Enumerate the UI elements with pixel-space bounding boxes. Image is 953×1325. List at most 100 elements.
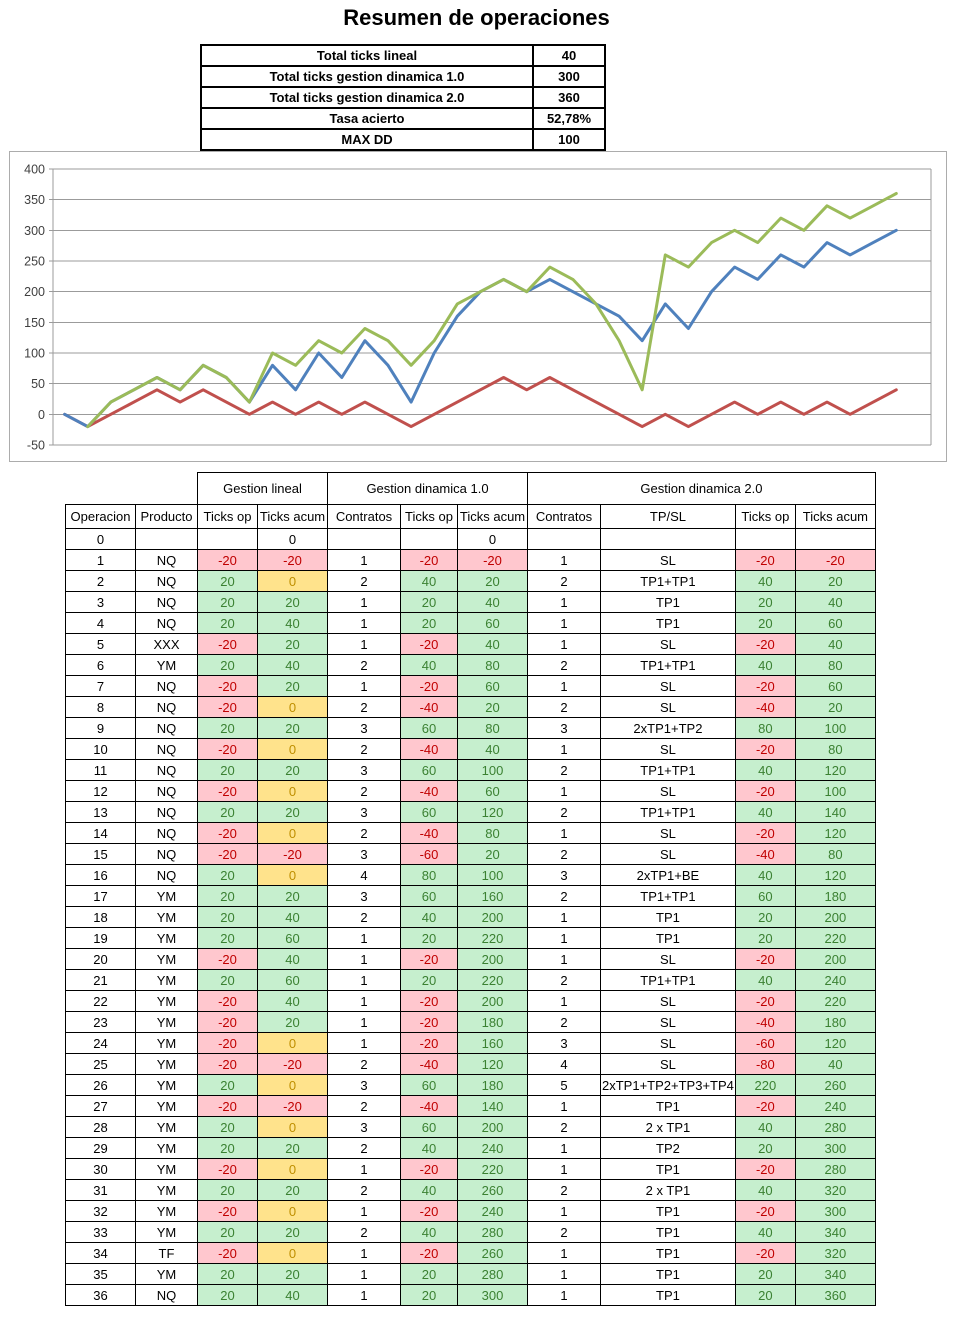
cell-lineal-ticks-op[interactable]: -20 bbox=[197, 1158, 258, 1180]
cell-d2-ticks-op[interactable]: -20 bbox=[734, 990, 796, 1012]
cell-producto[interactable]: YM bbox=[135, 1137, 198, 1159]
cell-d1-ticks-acum[interactable]: 120 bbox=[457, 1053, 528, 1075]
cell-d2-ticks-op[interactable]: -20 bbox=[734, 1242, 796, 1264]
cell-d1-contratos[interactable]: 3 bbox=[327, 1116, 401, 1138]
cell-d2-contratos[interactable]: 1 bbox=[527, 1095, 601, 1117]
cell-lineal-ticks-acum[interactable]: -20 bbox=[257, 549, 328, 571]
cell-lineal-ticks-op[interactable]: -20 bbox=[197, 696, 258, 718]
cell-d1-contratos[interactable]: 4 bbox=[327, 864, 401, 886]
cell-producto[interactable]: YM bbox=[135, 1221, 198, 1243]
cell-d2-contratos[interactable]: 1 bbox=[527, 1242, 601, 1264]
cell-d1-ticks-acum[interactable]: 40 bbox=[457, 633, 528, 655]
cell-d2-tpsl[interactable]: TP1+TP1 bbox=[600, 759, 736, 781]
cell-d1-ticks-op[interactable]: -20 bbox=[400, 990, 458, 1012]
cell-d1-ticks-op[interactable]: 60 bbox=[400, 801, 458, 823]
cell-lineal-ticks-acum[interactable]: -20 bbox=[257, 1095, 328, 1117]
cell-lineal-ticks-acum[interactable]: 20 bbox=[257, 759, 328, 781]
cell-d1-ticks-acum[interactable]: 280 bbox=[457, 1221, 528, 1243]
cell-d1-ticks-op[interactable]: 40 bbox=[400, 570, 458, 592]
cell-operacion[interactable]: 21 bbox=[65, 969, 136, 991]
cell-d2-ticks-op[interactable]: 20 bbox=[734, 1263, 796, 1285]
group-header-gestion-lineal[interactable]: Gestion lineal bbox=[197, 472, 328, 505]
cell-d2-tpsl[interactable]: TP1 bbox=[600, 1221, 736, 1243]
cell-producto[interactable]: NQ bbox=[135, 612, 198, 634]
cell-d2-ticks-acum[interactable]: 120 bbox=[794, 759, 876, 781]
summary-value[interactable]: 360 bbox=[532, 86, 606, 109]
cell-producto[interactable]: NQ bbox=[135, 780, 198, 802]
cell-d2-tpsl[interactable]: SL bbox=[600, 738, 736, 760]
cell-d2-tpsl[interactable]: TP1+TP1 bbox=[600, 801, 736, 823]
cell-d2-ticks-acum[interactable]: 320 bbox=[794, 1179, 876, 1201]
cell-operacion[interactable]: 1 bbox=[65, 549, 136, 571]
cell-d1-ticks-acum[interactable]: 80 bbox=[457, 822, 528, 844]
cell-operacion[interactable]: 23 bbox=[65, 1011, 136, 1033]
cell-d2-ticks-op[interactable]: 20 bbox=[734, 591, 796, 613]
cell-d1-ticks-acum[interactable]: 220 bbox=[457, 1158, 528, 1180]
cell-d2-ticks-acum[interactable]: 320 bbox=[794, 1242, 876, 1264]
cell-lineal-ticks-acum[interactable]: 0 bbox=[257, 570, 328, 592]
cell-d1-contratos[interactable]: 1 bbox=[327, 969, 401, 991]
cell-d1-ticks-op[interactable]: -20 bbox=[400, 1158, 458, 1180]
cell-d2-ticks-acum[interactable]: 80 bbox=[794, 843, 876, 865]
cell-d2-tpsl[interactable]: TP1 bbox=[600, 927, 736, 949]
cell-producto[interactable]: TF bbox=[135, 1242, 198, 1264]
cell-d1-ticks-acum[interactable]: 160 bbox=[457, 885, 528, 907]
cell-operacion[interactable]: 30 bbox=[65, 1158, 136, 1180]
cell-d1-ticks-acum[interactable]: 200 bbox=[457, 1116, 528, 1138]
cell-lineal-ticks-acum[interactable]: 0 bbox=[257, 864, 328, 886]
cell-d2-tpsl[interactable]: TP1 bbox=[600, 1095, 736, 1117]
cell-d2-ticks-acum[interactable]: 120 bbox=[794, 822, 876, 844]
cell-d1-ticks-acum[interactable]: 80 bbox=[457, 717, 528, 739]
cell-lineal-ticks-acum[interactable]: 40 bbox=[257, 612, 328, 634]
cell-d2-contratos[interactable]: 1 bbox=[527, 822, 601, 844]
cell-d2-tpsl[interactable]: TP1 bbox=[600, 1284, 736, 1306]
cell-d2-ticks-acum[interactable] bbox=[794, 528, 876, 550]
cell-d1-ticks-acum[interactable]: 200 bbox=[457, 948, 528, 970]
cell-lineal-ticks-acum[interactable]: 20 bbox=[257, 801, 328, 823]
cell-d2-ticks-op[interactable]: 40 bbox=[734, 759, 796, 781]
cell-d1-ticks-acum[interactable]: 20 bbox=[457, 570, 528, 592]
cell-operacion[interactable]: 7 bbox=[65, 675, 136, 697]
cell-d2-tpsl[interactable]: TP1 bbox=[600, 1263, 736, 1285]
cell-d2-ticks-acum[interactable]: 40 bbox=[794, 633, 876, 655]
cell-d2-ticks-acum[interactable]: 260 bbox=[794, 1074, 876, 1096]
cell-operacion[interactable]: 19 bbox=[65, 927, 136, 949]
cell-operacion[interactable]: 29 bbox=[65, 1137, 136, 1159]
cell-d2-ticks-op[interactable]: 20 bbox=[734, 612, 796, 634]
cell-operacion[interactable]: 0 bbox=[65, 528, 136, 550]
cell-lineal-ticks-acum[interactable]: 20 bbox=[257, 675, 328, 697]
cell-producto[interactable]: YM bbox=[135, 927, 198, 949]
cell-d1-contratos[interactable]: 2 bbox=[327, 822, 401, 844]
cell-producto[interactable]: YM bbox=[135, 1263, 198, 1285]
cell-d2-ticks-acum[interactable]: 80 bbox=[794, 654, 876, 676]
cell-lineal-ticks-acum[interactable]: 0 bbox=[257, 696, 328, 718]
cell-lineal-ticks-op[interactable]: 20 bbox=[197, 591, 258, 613]
cell-producto[interactable]: YM bbox=[135, 1179, 198, 1201]
cell-d1-ticks-op[interactable]: -40 bbox=[400, 780, 458, 802]
cell-lineal-ticks-acum[interactable]: 20 bbox=[257, 1221, 328, 1243]
summary-label[interactable]: MAX DD bbox=[200, 128, 534, 151]
cell-d2-tpsl[interactable]: SL bbox=[600, 948, 736, 970]
cell-lineal-ticks-op[interactable]: 20 bbox=[197, 612, 258, 634]
cell-d2-tpsl[interactable]: TP1+TP1 bbox=[600, 654, 736, 676]
cell-d2-contratos[interactable]: 1 bbox=[527, 738, 601, 760]
cell-d2-contratos[interactable]: 2 bbox=[527, 1116, 601, 1138]
cell-d1-ticks-acum[interactable]: 260 bbox=[457, 1242, 528, 1264]
cell-d2-ticks-op[interactable]: 40 bbox=[734, 654, 796, 676]
cell-lineal-ticks-op[interactable]: 20 bbox=[197, 759, 258, 781]
cell-d2-contratos[interactable]: 2 bbox=[527, 1179, 601, 1201]
cell-d2-tpsl[interactable]: SL bbox=[600, 696, 736, 718]
cell-producto[interactable]: YM bbox=[135, 948, 198, 970]
cell-d2-ticks-op[interactable]: 20 bbox=[734, 1137, 796, 1159]
cell-d1-ticks-op[interactable]: -40 bbox=[400, 696, 458, 718]
cell-d1-contratos[interactable]: 1 bbox=[327, 1263, 401, 1285]
cell-operacion[interactable]: 16 bbox=[65, 864, 136, 886]
group-header-gestion-dinamica-1-0[interactable]: Gestion dinamica 1.0 bbox=[327, 472, 528, 505]
cell-d2-ticks-acum[interactable]: 40 bbox=[794, 1053, 876, 1075]
cell-d1-ticks-op[interactable]: 20 bbox=[400, 969, 458, 991]
cell-lineal-ticks-op[interactable]: -20 bbox=[197, 1200, 258, 1222]
cell-d1-ticks-op[interactable]: -20 bbox=[400, 675, 458, 697]
cell-d2-tpsl[interactable]: 2xTP1+BE bbox=[600, 864, 736, 886]
cell-d1-ticks-op[interactable]: 20 bbox=[400, 1284, 458, 1306]
cell-d1-ticks-acum[interactable]: 80 bbox=[457, 654, 528, 676]
